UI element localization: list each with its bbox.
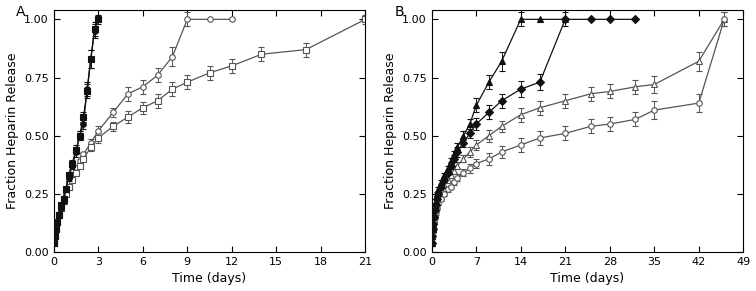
Text: A: A — [17, 5, 26, 19]
Y-axis label: Fraction Heparin Release: Fraction Heparin Release — [383, 53, 397, 209]
Y-axis label: Fraction Heparin Release: Fraction Heparin Release — [5, 53, 19, 209]
X-axis label: Time (days): Time (days) — [550, 272, 624, 285]
Text: B: B — [395, 5, 404, 19]
X-axis label: Time (days): Time (days) — [172, 272, 246, 285]
